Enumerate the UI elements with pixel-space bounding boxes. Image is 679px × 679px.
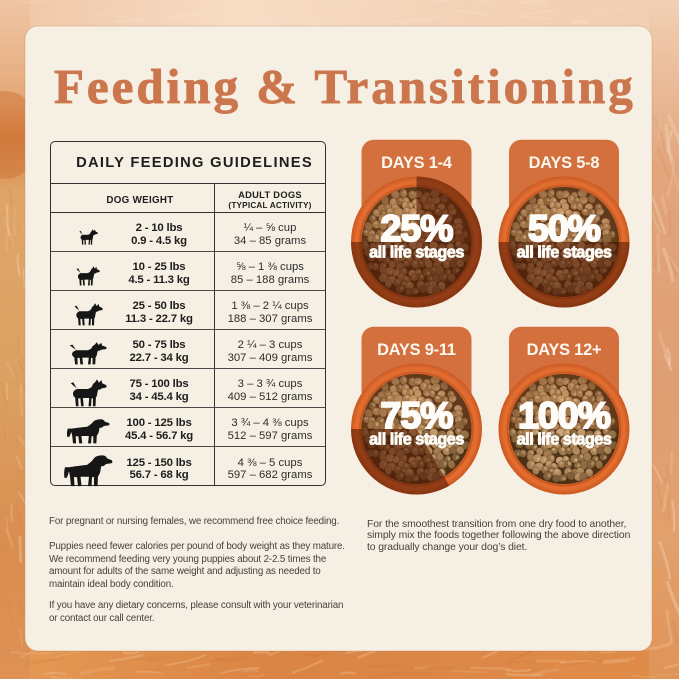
svg-text:75%: 75% <box>380 394 453 436</box>
svg-text:50%: 50% <box>528 207 601 249</box>
svg-text:25%: 25% <box>380 207 453 249</box>
svg-text:all life stages: all life stages <box>369 244 464 262</box>
svg-text:DAYS 1-4: DAYS 1-4 <box>381 154 453 172</box>
svg-text:DAYS 5-8: DAYS 5-8 <box>529 154 600 172</box>
svg-text:all life stages: all life stages <box>517 431 612 449</box>
svg-text:DAYS 9-11: DAYS 9-11 <box>377 341 456 359</box>
svg-text:all life stages: all life stages <box>369 431 464 449</box>
svg-text:all life stages: all life stages <box>517 244 612 262</box>
svg-text:100%: 100% <box>518 394 611 436</box>
svg-text:DAYS 12+: DAYS 12+ <box>527 341 602 359</box>
